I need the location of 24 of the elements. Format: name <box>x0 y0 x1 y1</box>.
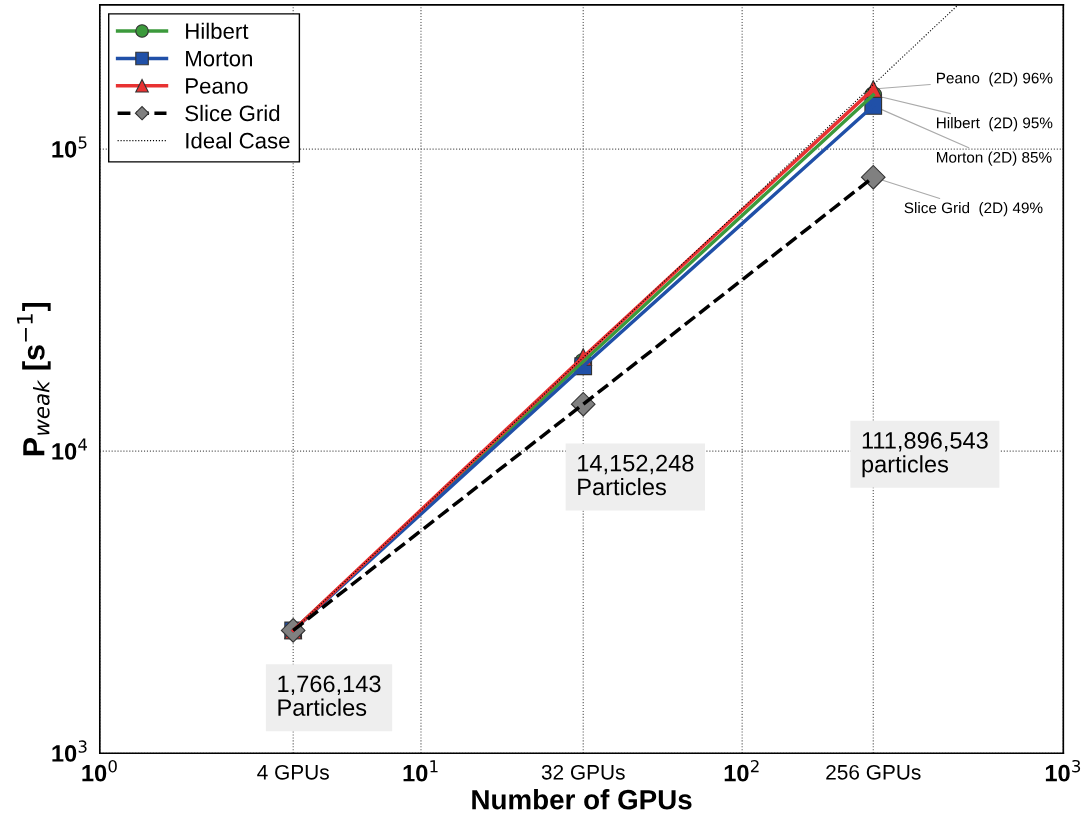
annotation: Slice Grid (2D) 49% <box>904 202 1043 217</box>
annotation: Morton (2D) 85% <box>937 151 1052 166</box>
x-axis-title: Number of GPUs <box>472 789 692 810</box>
annotation: Peano (2D) 96% <box>937 72 1053 87</box>
y-axis-title: P$_{weak}$ [s$^{−1}$] <box>17 302 51 456</box>
y-tick-label: 10$^{4}$ <box>52 438 88 460</box>
annotation: Hilbert (2D) 95% <box>937 117 1053 132</box>
annotation: 1,766,143 Particles <box>278 675 381 716</box>
legend-label: Morton <box>186 50 252 67</box>
legend-label: Peano <box>186 78 248 94</box>
x-tick-label: 10$^{2}$ <box>724 759 759 782</box>
x-tick-label: 10$^{0}$ <box>82 759 117 782</box>
legend-label: Ideal Case <box>186 132 290 149</box>
y-tick-label: 10$^{3}$ <box>52 740 87 762</box>
annotation: 14,152,248 Particles <box>578 454 694 496</box>
x-tick-label: 32 GPUs <box>541 764 625 780</box>
x-tick-label: 4 GPUs <box>257 764 329 780</box>
annotation: 111,896,543 particles <box>862 432 988 478</box>
y-tick-label: 10$^{5}$ <box>52 136 87 158</box>
x-tick-label: 10$^{1}$ <box>403 760 438 782</box>
legend-label: Slice Grid <box>185 104 280 122</box>
x-tick-label: 256 GPUs <box>826 764 921 780</box>
legend-label: Hilbert <box>186 22 249 40</box>
x-tick-label: 10$^{3}$ <box>1045 759 1081 782</box>
